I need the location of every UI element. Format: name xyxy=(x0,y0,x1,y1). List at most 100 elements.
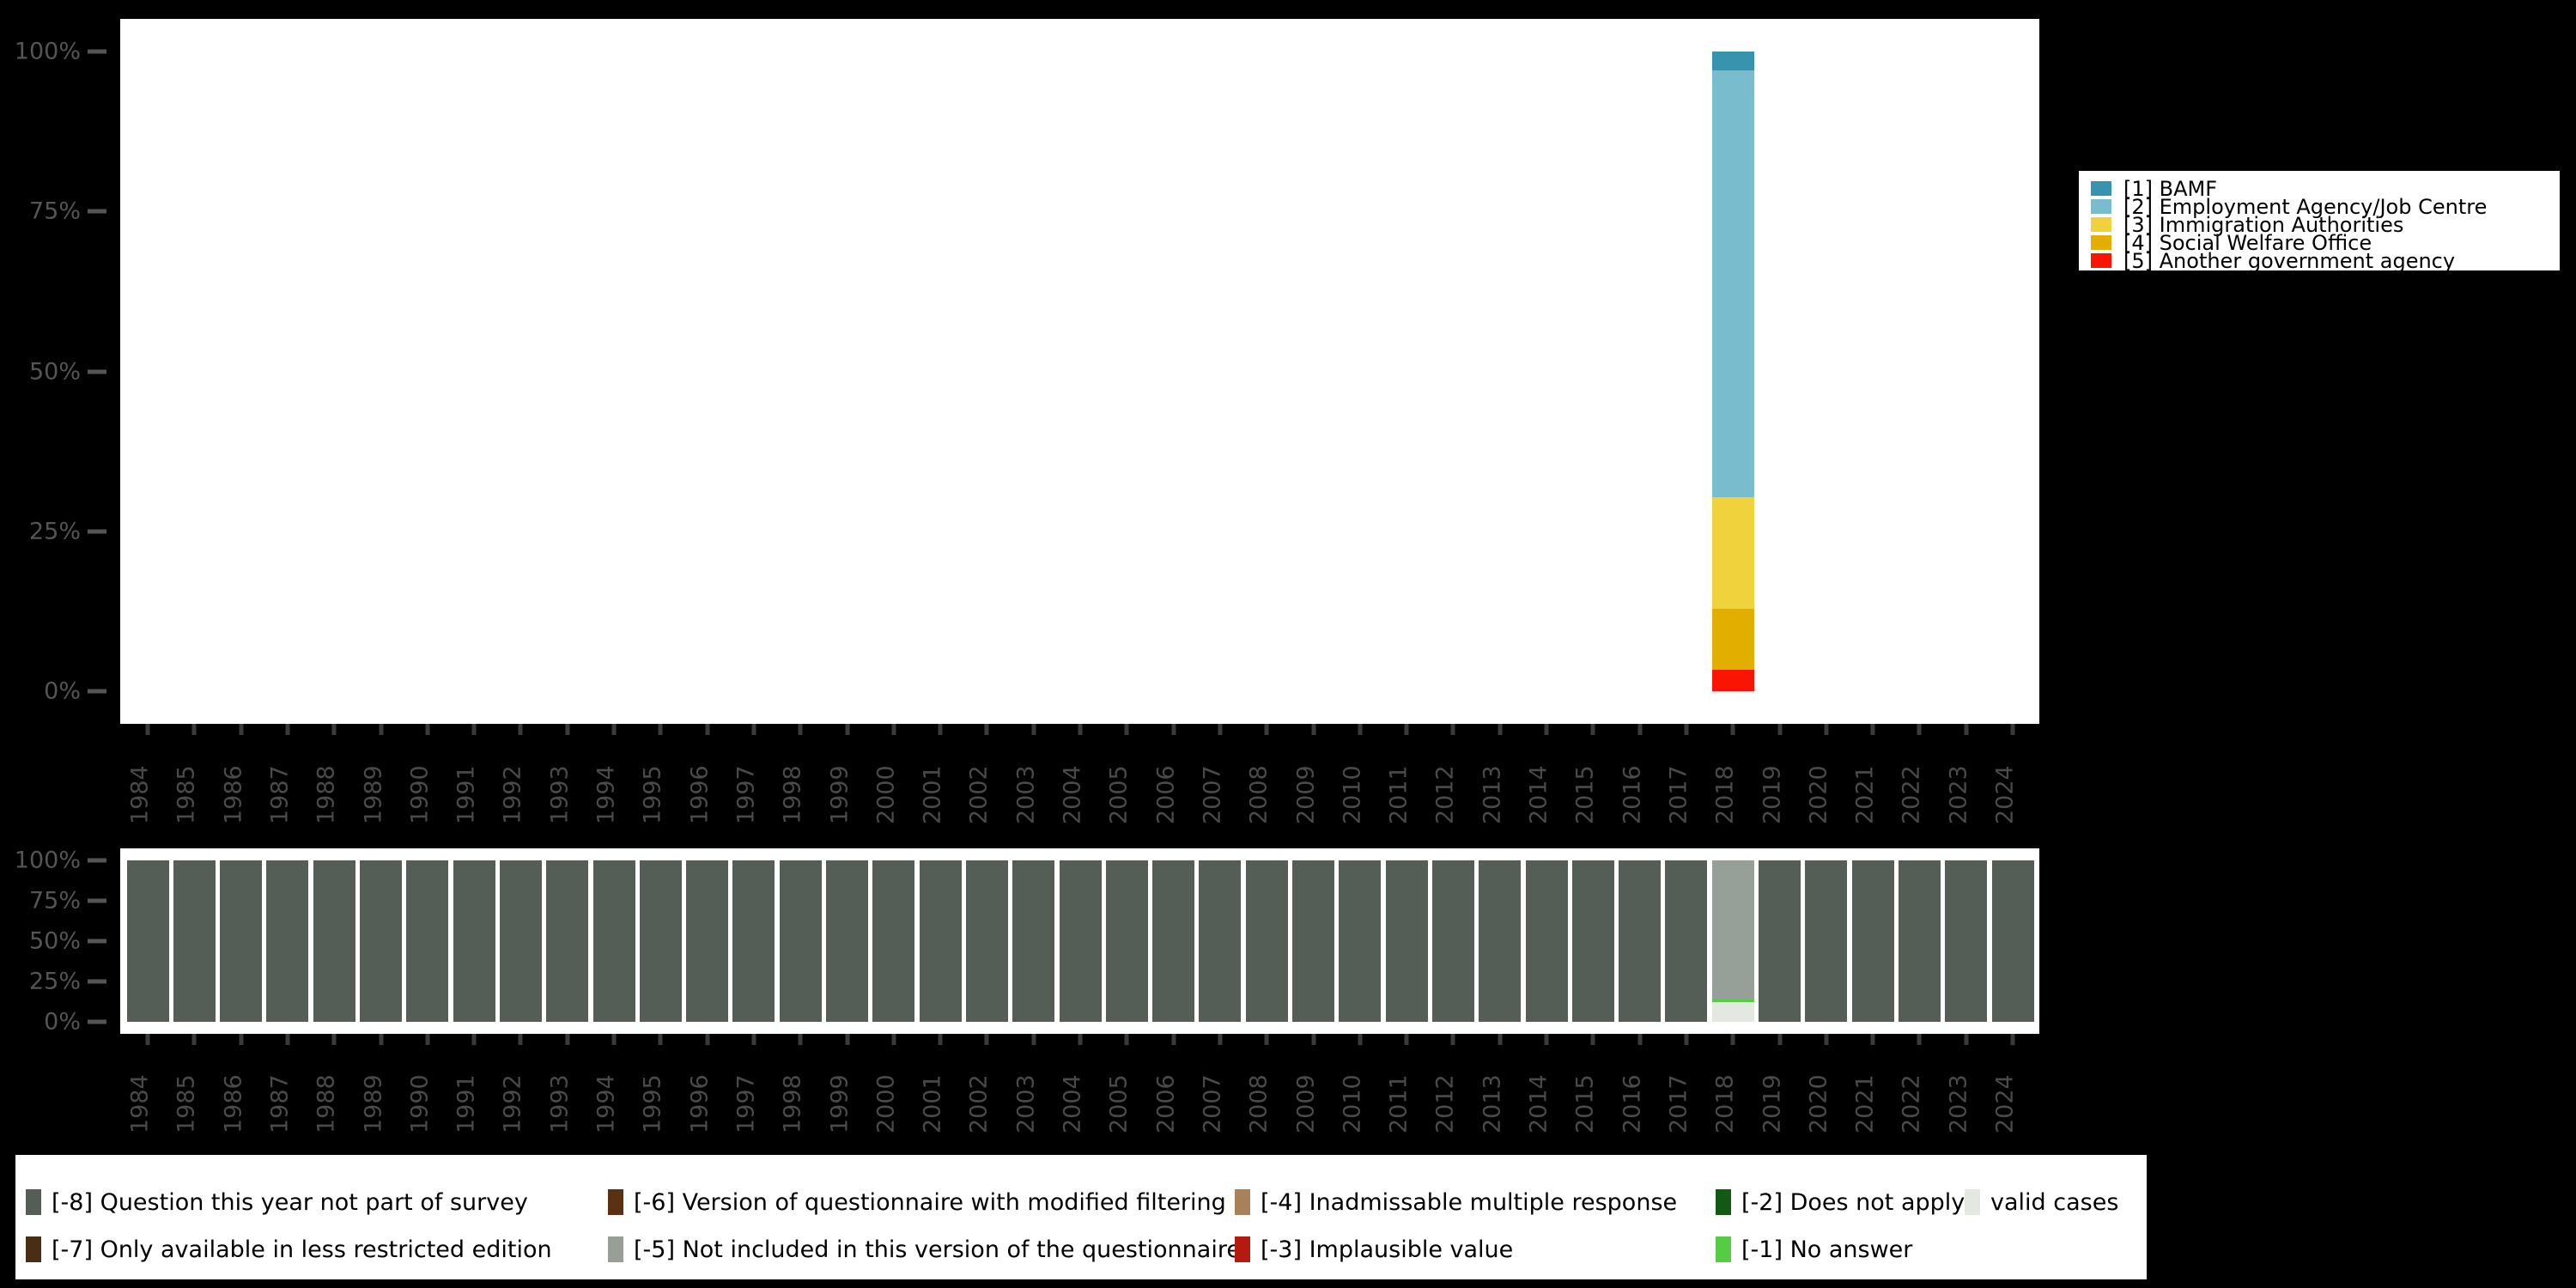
main-segment[interactable] xyxy=(1711,497,1754,609)
missings-segment[interactable] xyxy=(779,860,822,1022)
missings-segment[interactable] xyxy=(1385,860,1428,1022)
missings-segment[interactable] xyxy=(126,860,169,1022)
missings-segment[interactable] xyxy=(872,860,915,1022)
missings-bar[interactable] xyxy=(1619,860,1662,1022)
missings-legend-item[interactable]: [-7] Only available in less restricted e… xyxy=(26,1236,552,1262)
missings-bar[interactable] xyxy=(779,860,822,1022)
missings-segment[interactable] xyxy=(1059,860,1102,1022)
missings-legend-item[interactable]: [-3] Implausible value xyxy=(1235,1236,1513,1262)
missings-bar[interactable] xyxy=(406,860,449,1022)
missings-segment[interactable] xyxy=(1012,860,1055,1022)
missings-segment[interactable] xyxy=(919,860,962,1022)
main-segment[interactable] xyxy=(1711,669,1754,691)
missings-segment[interactable] xyxy=(1571,860,1614,1022)
missings-bar[interactable] xyxy=(1012,860,1055,1022)
missings-bar[interactable] xyxy=(1339,860,1382,1022)
missings-segment[interactable] xyxy=(1898,860,1941,1022)
missings-segment[interactable] xyxy=(1245,860,1288,1022)
missings-segment[interactable] xyxy=(1711,1001,1754,1022)
missings-bar[interactable] xyxy=(1711,860,1754,1022)
missings-segment[interactable] xyxy=(1805,860,1848,1022)
legend-item[interactable]: [5] Another government agency xyxy=(2091,251,2548,271)
legend-item[interactable]: [3] Immigration Authorities xyxy=(2091,215,2548,235)
missings-bar[interactable] xyxy=(826,860,868,1022)
missings-legend-item[interactable]: [-8] Question this year not part of surv… xyxy=(26,1189,528,1215)
missings-segment[interactable] xyxy=(1991,860,2034,1022)
main-bar[interactable] xyxy=(1711,52,1754,691)
missings-segment[interactable] xyxy=(1851,860,1894,1022)
missings-bar[interactable] xyxy=(1479,860,1522,1022)
legend-item[interactable]: [2] Employment Agency/Job Centre xyxy=(2091,197,2548,217)
missings-segment[interactable] xyxy=(686,860,729,1022)
missings-bar[interactable] xyxy=(173,860,216,1022)
missings-segment[interactable] xyxy=(732,860,775,1022)
missings-segment[interactable] xyxy=(360,860,402,1022)
missings-bar[interactable] xyxy=(220,860,263,1022)
missings-bar[interactable] xyxy=(592,860,635,1022)
missings-bar[interactable] xyxy=(126,860,169,1022)
missings-segment[interactable] xyxy=(1525,860,1568,1022)
missings-segment[interactable] xyxy=(546,860,589,1022)
missings-bar[interactable] xyxy=(732,860,775,1022)
missings-bar[interactable] xyxy=(1431,860,1474,1022)
missings-bar[interactable] xyxy=(499,860,542,1022)
missings-bar[interactable] xyxy=(1759,860,1801,1022)
missings-bar[interactable] xyxy=(1945,860,1988,1022)
missings-segment[interactable] xyxy=(220,860,263,1022)
missings-bar[interactable] xyxy=(1571,860,1614,1022)
missings-legend-item[interactable]: [-4] Inadmissable multiple response xyxy=(1235,1189,1677,1215)
missings-bar[interactable] xyxy=(1105,860,1148,1022)
missings-segment[interactable] xyxy=(1759,860,1801,1022)
missings-segment[interactable] xyxy=(592,860,635,1022)
missings-segment[interactable] xyxy=(1431,860,1474,1022)
missings-legend-item[interactable]: [-6] Version of questionnaire with modif… xyxy=(608,1189,1226,1215)
main-segment[interactable] xyxy=(1711,52,1754,71)
missings-segment[interactable] xyxy=(1292,860,1334,1022)
missings-legend-item[interactable]: [-5] Not included in this version of the… xyxy=(608,1236,1241,1262)
missings-bar[interactable] xyxy=(965,860,1008,1022)
missings-bar[interactable] xyxy=(1385,860,1428,1022)
missings-segment[interactable] xyxy=(965,860,1008,1022)
missings-segment[interactable] xyxy=(1199,860,1242,1022)
missings-segment[interactable] xyxy=(173,860,216,1022)
missings-bar[interactable] xyxy=(1898,860,1941,1022)
missings-segment[interactable] xyxy=(1665,860,1708,1022)
missings-bar[interactable] xyxy=(639,860,682,1022)
missings-bar[interactable] xyxy=(1525,860,1568,1022)
missings-bar[interactable] xyxy=(919,860,962,1022)
missings-bar[interactable] xyxy=(686,860,729,1022)
missings-bar[interactable] xyxy=(266,860,309,1022)
missings-bar[interactable] xyxy=(872,860,915,1022)
missings-bar[interactable] xyxy=(1851,860,1894,1022)
missings-bar[interactable] xyxy=(1805,860,1848,1022)
missings-segment[interactable] xyxy=(1339,860,1382,1022)
missings-segment[interactable] xyxy=(313,860,355,1022)
missings-segment[interactable] xyxy=(1152,860,1195,1022)
missings-bar[interactable] xyxy=(1292,860,1334,1022)
missings-segment[interactable] xyxy=(1105,860,1148,1022)
missings-bar[interactable] xyxy=(1991,860,2034,1022)
missings-bar[interactable] xyxy=(1059,860,1102,1022)
missings-bar[interactable] xyxy=(546,860,589,1022)
missings-segment[interactable] xyxy=(499,860,542,1022)
missings-bar[interactable] xyxy=(313,860,355,1022)
missings-segment[interactable] xyxy=(453,860,495,1022)
missings-bar[interactable] xyxy=(453,860,495,1022)
missings-segment[interactable] xyxy=(1619,860,1662,1022)
missings-segment[interactable] xyxy=(826,860,868,1022)
missings-bar[interactable] xyxy=(1245,860,1288,1022)
missings-bar[interactable] xyxy=(1152,860,1195,1022)
missings-segment[interactable] xyxy=(1711,999,1754,1002)
missings-legend-item[interactable]: valid cases xyxy=(1965,1189,2118,1215)
missings-segment[interactable] xyxy=(1711,860,1754,1000)
legend-item[interactable]: [4] Social Welfare Office xyxy=(2091,233,2548,253)
main-segment[interactable] xyxy=(1711,70,1754,498)
missings-segment[interactable] xyxy=(1945,860,1988,1022)
missings-bar[interactable] xyxy=(360,860,402,1022)
missings-segment[interactable] xyxy=(1479,860,1522,1022)
missings-segment[interactable] xyxy=(406,860,449,1022)
missings-segment[interactable] xyxy=(266,860,309,1022)
main-segment[interactable] xyxy=(1711,608,1754,670)
missings-legend-item[interactable]: [-1] No answer xyxy=(1716,1236,1912,1262)
missings-bar[interactable] xyxy=(1199,860,1242,1022)
